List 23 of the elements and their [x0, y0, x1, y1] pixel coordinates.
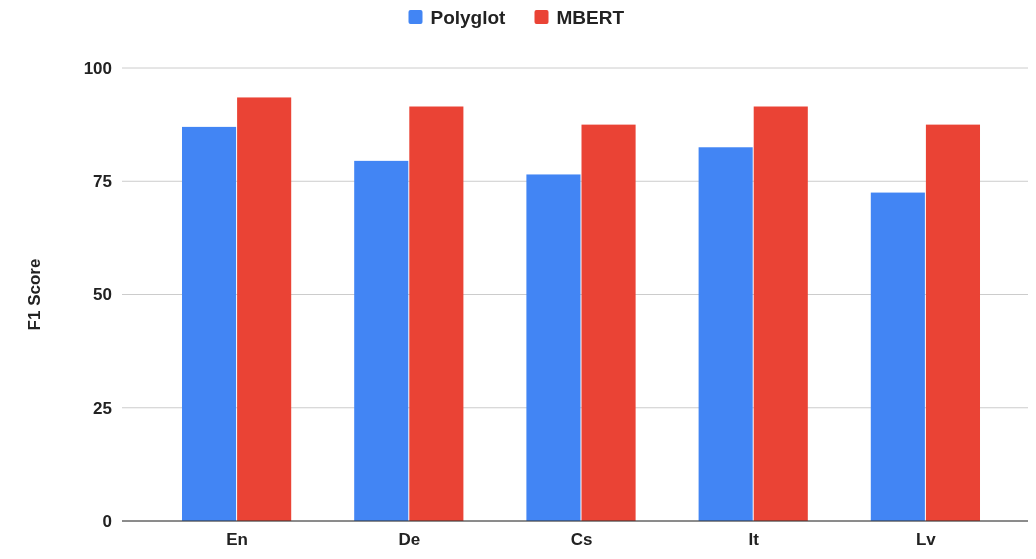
x-tick-label: Cs [570, 530, 593, 549]
bar [237, 97, 292, 521]
bar [526, 174, 581, 521]
bar [354, 160, 409, 521]
y-tick-label: 100 [83, 58, 112, 78]
legend-label: MBERT [556, 6, 625, 28]
bar [698, 147, 753, 521]
x-tick-label: Lv [915, 530, 937, 549]
bar [925, 124, 980, 521]
bar [182, 126, 237, 521]
x-tick-label: En [226, 530, 248, 549]
bar [581, 124, 636, 521]
y-tick-label: 50 [93, 285, 112, 305]
bar [409, 106, 464, 521]
legend-label: Polyglot [430, 6, 507, 28]
bar [870, 192, 925, 521]
x-tick-label: De [398, 530, 421, 549]
y-tick-label: 25 [93, 398, 112, 418]
y-tick-label: 0 [102, 511, 112, 531]
x-tick-label: It [748, 530, 760, 549]
y-tick-label: 75 [93, 172, 112, 192]
y-axis-title: F1 Score [25, 258, 44, 331]
bar [753, 106, 808, 521]
